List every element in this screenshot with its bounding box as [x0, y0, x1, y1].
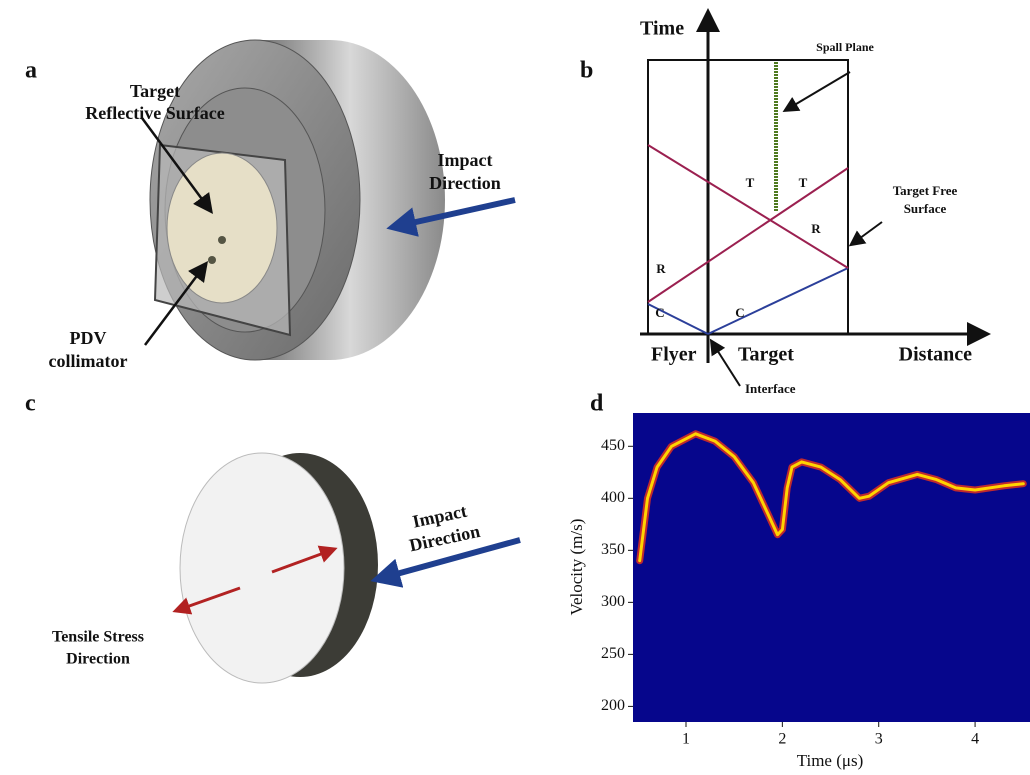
panel-label: d [590, 391, 604, 417]
collimator [208, 256, 216, 264]
y-tick-label: 300 [601, 593, 625, 610]
x-tick-label: 3 [875, 731, 883, 748]
axis-label: Time [640, 18, 684, 40]
label: Impact [438, 150, 493, 170]
label: Reflective Surface [85, 103, 224, 123]
region-label: Flyer [651, 344, 697, 366]
label: Surface [904, 201, 947, 216]
plot-area [633, 413, 1030, 722]
pointer-arrow [848, 221, 883, 247]
y-tick-label: 350 [601, 541, 625, 558]
stress-arrow [271, 545, 338, 574]
y-axis-label: Velocity (m/s) [567, 519, 586, 616]
panel-b: b Time Distance Spall Plane Target Free … [580, 8, 991, 396]
y-tick-label: 250 [601, 645, 625, 662]
y-tick-label: 400 [601, 489, 625, 506]
collimator [218, 236, 226, 244]
wave-label: T [799, 175, 808, 190]
pointer-arrow [782, 71, 851, 113]
y-tick-label: 200 [601, 697, 625, 714]
label: collimator [49, 351, 128, 371]
panel-c: c Impact Direction Tensile Stress Direct… [25, 391, 521, 684]
wave-label: C [735, 305, 744, 320]
wave-c [647, 303, 709, 335]
x-tick-label: 2 [778, 731, 786, 748]
pointer-arrow [709, 338, 741, 387]
wave-label: R [811, 221, 821, 236]
impact-arrow [386, 197, 516, 237]
label: Interface [745, 381, 796, 396]
pointer-arrow [144, 261, 208, 346]
axis-label: Distance [899, 344, 972, 366]
wave-c [707, 267, 849, 335]
wave-t [647, 144, 849, 269]
pointer-arrow [140, 117, 213, 215]
x-tick-label: 1 [682, 731, 690, 748]
x-axis-label: Time (μs) [797, 751, 864, 770]
wave-label: T [746, 175, 755, 190]
x-tick-label: 4 [971, 731, 979, 748]
label: Tensile Stress [52, 629, 144, 646]
trace [638, 432, 1025, 563]
impact-arrow [370, 537, 521, 588]
label: Target Free [893, 183, 958, 198]
panel-d: d Velocity (m/s) Time (μs) 200 250 300 350 4… [567, 391, 1030, 770]
wave-label: C [655, 305, 664, 320]
label: Target [130, 81, 180, 101]
wave-r [647, 167, 849, 303]
frame [647, 59, 849, 335]
stress-arrow [172, 586, 241, 615]
panel-a: a Target Reflective Surface Impact Direc… [25, 39, 516, 371]
label: Direction [429, 173, 501, 193]
panel-label: c [25, 391, 36, 417]
wave-label: R [656, 261, 666, 276]
panel-label: a [25, 58, 37, 84]
panel-label: b [580, 58, 593, 84]
disk-face [179, 452, 345, 684]
label: Spall Plane [816, 40, 874, 54]
y-tick-label: 450 [601, 437, 625, 454]
region-label: Target [738, 344, 794, 366]
label: Direction [66, 651, 130, 668]
label: PDV [70, 328, 107, 348]
